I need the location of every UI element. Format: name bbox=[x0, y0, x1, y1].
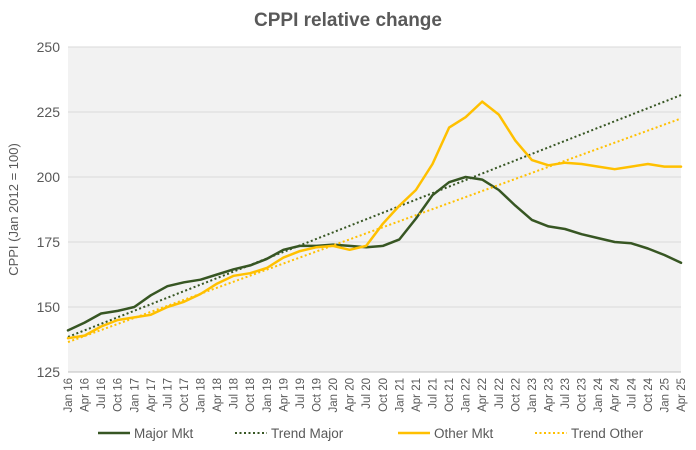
x-tick-label: Oct 24 bbox=[643, 377, 655, 411]
y-tick-label: 200 bbox=[37, 169, 61, 185]
series-lines bbox=[66, 94, 683, 344]
y-tick-label: 125 bbox=[37, 364, 61, 380]
series-line-trend-major bbox=[67, 94, 682, 338]
x-tick-label: Jul 20 bbox=[361, 378, 373, 409]
y-axis-title: CPPI (Jan 2012 = 100) bbox=[6, 143, 21, 276]
x-axis-tick-labels: Jan 16 Apr 16 Jul 16 Oct 16 Jan 17 Apr 17 Jul … bbox=[63, 377, 688, 412]
x-tick-label: Jan 23 bbox=[527, 378, 539, 413]
x-tick-label: Jul 21 bbox=[427, 378, 439, 409]
x-tick-label: Jan 24 bbox=[593, 377, 605, 412]
x-tick-label: Jan 16 bbox=[63, 378, 75, 413]
legend: Major Mkt Trend Major Other Mkt Trend Other bbox=[98, 426, 644, 441]
x-tick-label: Oct 20 bbox=[378, 378, 390, 412]
x-tick-label: Apr 24 bbox=[610, 377, 622, 411]
x-tick-label: Oct 23 bbox=[577, 378, 589, 412]
x-tick-label: Apr 16 bbox=[80, 378, 92, 412]
x-tick-label: Jan 25 bbox=[659, 378, 671, 413]
chart-title: CPPI relative change bbox=[254, 10, 442, 31]
x-tick-label: Jan 22 bbox=[461, 378, 473, 413]
x-tick-label: Apr 18 bbox=[212, 378, 224, 412]
x-tick-label: Jan 17 bbox=[129, 378, 141, 413]
y-tick-label: 175 bbox=[37, 234, 61, 250]
x-tick-label: Jan 18 bbox=[196, 378, 208, 413]
series-line-trend-other bbox=[67, 117, 682, 344]
x-tick-label: Jul 16 bbox=[96, 378, 108, 409]
x-tick-label: Oct 16 bbox=[113, 378, 125, 412]
x-tick-label: Jan 21 bbox=[394, 378, 406, 413]
y-tick-label: 225 bbox=[37, 104, 61, 120]
legend-label: Major Mkt bbox=[134, 426, 194, 441]
x-tick-label: Jul 23 bbox=[560, 378, 572, 409]
x-tick-label: Oct 18 bbox=[245, 378, 257, 412]
x-tick-label: Jul 17 bbox=[162, 378, 174, 409]
series-line-major-mkt bbox=[66, 175, 683, 332]
legend-label: Trend Major bbox=[271, 426, 344, 441]
legend-label: Other Mkt bbox=[434, 426, 494, 441]
x-tick-label: Apr 22 bbox=[477, 378, 489, 412]
legend-label: Trend Other bbox=[571, 426, 644, 441]
x-tick-label: Apr 21 bbox=[411, 378, 423, 412]
x-tick-label: Oct 22 bbox=[510, 378, 522, 412]
x-tick-label: Jan 20 bbox=[328, 378, 340, 413]
x-tick-label: Apr 17 bbox=[146, 378, 158, 412]
x-tick-label: Jul 24 bbox=[626, 377, 638, 408]
plot-area bbox=[68, 47, 681, 372]
x-tick-label: Apr 19 bbox=[278, 378, 290, 412]
x-tick-label: Jul 18 bbox=[229, 378, 241, 409]
x-tick-label: Apr 23 bbox=[543, 378, 555, 412]
x-tick-label: Jul 22 bbox=[494, 378, 506, 409]
y-tick-label: 250 bbox=[37, 39, 61, 55]
y-axis-tick-labels: 125 150 175 200 225 250 bbox=[37, 39, 61, 380]
y-tick-label: 150 bbox=[37, 299, 61, 315]
x-tick-label: Oct 19 bbox=[312, 378, 324, 412]
x-tick-label: Oct 21 bbox=[444, 378, 456, 412]
x-tick-label: Apr 20 bbox=[345, 378, 357, 412]
x-tick-label: Jan 19 bbox=[262, 378, 274, 413]
x-tick-label: Jul 19 bbox=[295, 378, 307, 409]
series-line-other-mkt bbox=[66, 100, 683, 340]
x-tick-label: Apr 25 bbox=[676, 378, 688, 412]
x-tick-label: Oct 17 bbox=[179, 378, 191, 412]
